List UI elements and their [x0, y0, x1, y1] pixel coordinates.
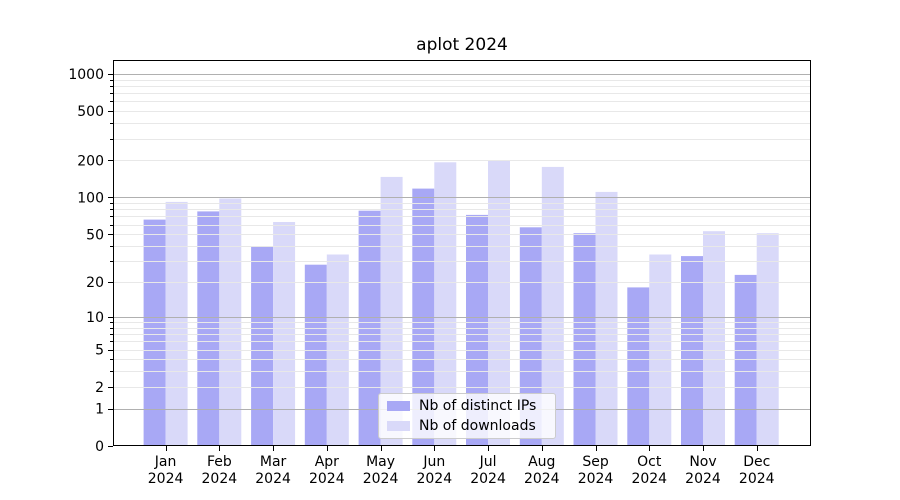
bar-downloads-nov-2024 [703, 231, 725, 446]
bar-distinct-ips-mar-2024 [251, 246, 274, 446]
bar-downloads-aug-2024 [541, 166, 564, 446]
x-tick-label-month-nov-2024: Nov [689, 454, 716, 470]
bar-distinct-ips-jul-2024 [466, 214, 488, 446]
x-tick-label-year-oct-2024: 2024 [631, 471, 667, 487]
y-tick-label-100: 100 [77, 190, 104, 206]
legend-label-downloads: Nb of downloads [419, 418, 536, 434]
x-tick-label-month-may-2024: May [366, 454, 395, 470]
bar-downloads-jun-2024 [434, 162, 457, 447]
bar-distinct-ips-nov-2024 [681, 256, 703, 446]
bar-downloads-sep-2024 [595, 191, 618, 446]
bar-distinct-ips-jan-2024 [143, 219, 166, 446]
bar-distinct-ips-aug-2024 [519, 227, 542, 446]
x-tick-label-month-jun-2024: Jun [422, 454, 445, 470]
bar-distinct-ips-sep-2024 [573, 233, 596, 446]
bar-downloads-jul-2024 [488, 160, 510, 446]
x-tick-label-year-may-2024: 2024 [363, 471, 399, 487]
legend: Nb of distinct IPs Nb of downloads [378, 393, 556, 439]
x-tick-label-year-sep-2024: 2024 [578, 471, 614, 487]
x-tick-label-month-mar-2024: Mar [260, 454, 287, 470]
chart-title: aplot 2024 [416, 35, 508, 55]
y-tick-label-50: 50 [86, 227, 104, 243]
legend-item-downloads: Nb of downloads [387, 418, 545, 434]
legend-swatch-downloads [387, 421, 410, 431]
bar-distinct-ips-oct-2024 [627, 287, 650, 446]
legend-label-distinct-ips: Nb of distinct IPs [419, 398, 537, 414]
x-tick-label-month-apr-2024: Apr [315, 454, 339, 470]
x-tick-label-year-nov-2024: 2024 [685, 471, 721, 487]
y-tick-label-20: 20 [86, 275, 104, 291]
x-tick-label-year-aug-2024: 2024 [524, 471, 560, 487]
bar-distinct-ips-apr-2024 [304, 264, 327, 446]
y-tick-label-1000: 1000 [68, 67, 104, 83]
bar-downloads-jan-2024 [165, 201, 188, 446]
legend-swatch-distinct-ips [387, 401, 410, 411]
bar-distinct-ips-dec-2024 [734, 274, 757, 446]
y-tick-label-1: 1 [95, 402, 104, 418]
legend-item-distinct-ips: Nb of distinct IPs [387, 398, 545, 414]
y-tick-label-10: 10 [86, 310, 104, 326]
axes-spines [113, 60, 811, 446]
x-tick-label-month-sep-2024: Sep [582, 454, 609, 470]
y-tick-label-2: 2 [95, 380, 104, 396]
x-tick-label-month-aug-2024: Aug [528, 454, 555, 470]
x-tick-label-year-jan-2024: 2024 [148, 471, 184, 487]
y-tick-label-5: 5 [95, 343, 104, 359]
x-tick-label-year-feb-2024: 2024 [202, 471, 238, 487]
x-tick-label-year-jun-2024: 2024 [416, 471, 452, 487]
x-tick-label-month-feb-2024: Feb [207, 454, 232, 470]
y-tick-label-200: 200 [77, 153, 104, 169]
bar-downloads-may-2024 [380, 176, 403, 446]
x-tick-label-month-oct-2024: Oct [637, 454, 662, 470]
x-tick-label-month-jul-2024: Jul [479, 454, 497, 470]
y-tick-label-0: 0 [95, 439, 104, 455]
x-tick-label-year-apr-2024: 2024 [309, 471, 345, 487]
x-tick-label-year-jul-2024: 2024 [470, 471, 506, 487]
x-tick-label-year-dec-2024: 2024 [739, 471, 775, 487]
bar-downloads-dec-2024 [756, 233, 779, 446]
x-tick-label-year-mar-2024: 2024 [255, 471, 291, 487]
x-tick-label-month-jan-2024: Jan [154, 454, 177, 470]
y-tick-label-500: 500 [77, 104, 104, 120]
x-tick-label-month-dec-2024: Dec [743, 454, 770, 470]
